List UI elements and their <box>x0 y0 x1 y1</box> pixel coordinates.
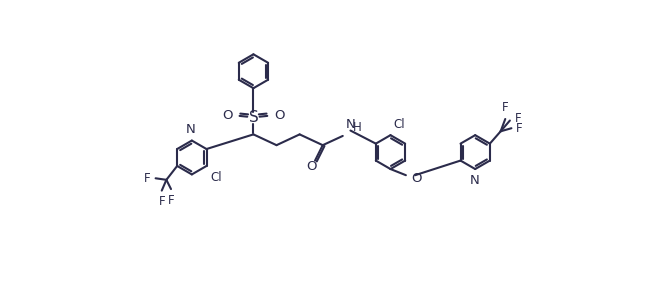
Text: O: O <box>274 109 285 122</box>
Text: N: N <box>186 123 196 136</box>
Text: F: F <box>516 122 523 135</box>
Text: H: H <box>353 120 362 134</box>
Text: F: F <box>159 195 165 208</box>
Text: Cl: Cl <box>210 170 222 184</box>
Text: O: O <box>222 109 232 122</box>
Text: F: F <box>514 113 521 125</box>
Text: F: F <box>502 101 509 114</box>
Text: F: F <box>168 194 174 207</box>
Text: O: O <box>411 172 422 185</box>
Text: F: F <box>144 172 150 185</box>
Text: N: N <box>470 174 479 188</box>
Text: Cl: Cl <box>393 117 405 131</box>
Text: O: O <box>307 160 317 173</box>
Text: S: S <box>248 110 258 125</box>
Text: N: N <box>346 118 356 131</box>
